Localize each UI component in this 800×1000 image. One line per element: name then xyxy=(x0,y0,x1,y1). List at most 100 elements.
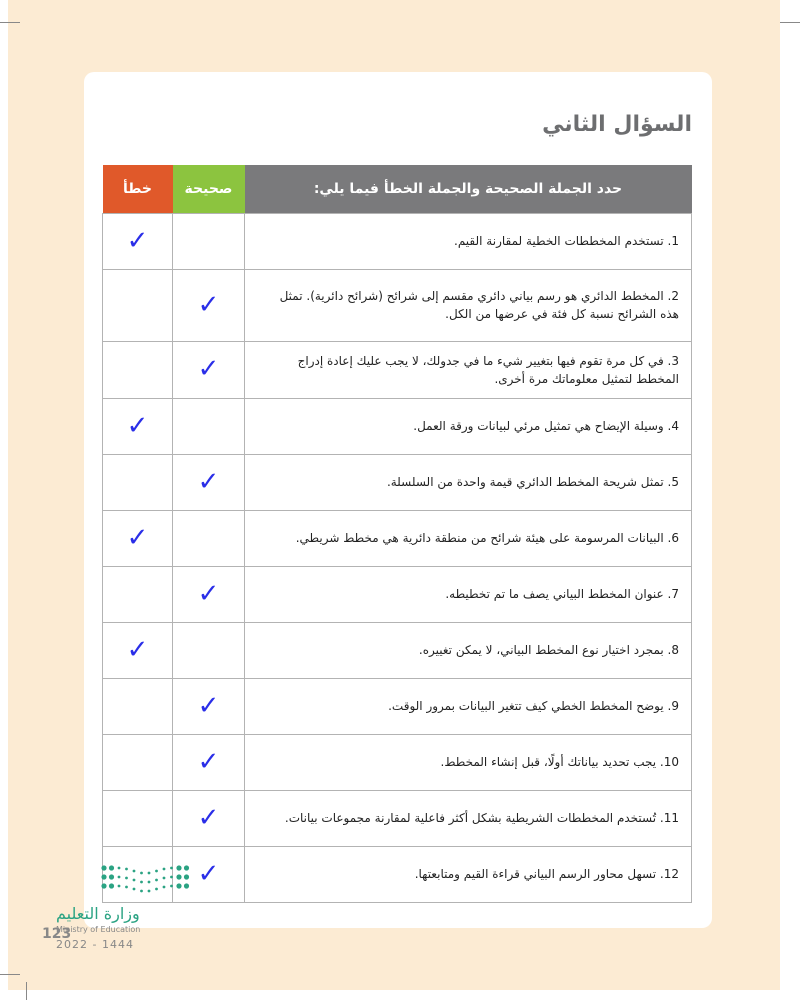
logo-dot xyxy=(132,878,136,882)
false-cell[interactable] xyxy=(102,677,173,735)
header-true: صحيحة xyxy=(172,165,245,213)
logo-dot xyxy=(176,874,182,880)
table-row: 9. يوضح المخطط الخطي كيف تتغير البيانات … xyxy=(102,677,692,735)
true-cell[interactable] xyxy=(172,397,245,455)
true-cell[interactable]: ✓ xyxy=(172,733,245,791)
true-cell[interactable]: ✓ xyxy=(172,268,245,342)
statement-text: 11. تُستخدم المخططات الشريطية بشكل أكثر … xyxy=(244,789,692,847)
checkmark-icon: ✓ xyxy=(197,746,220,777)
statement-text: 1. تستخدم المخططات الخطية لمقارنة القيم. xyxy=(244,212,692,270)
false-cell[interactable]: ✓ xyxy=(102,212,173,270)
logo-dot xyxy=(140,871,143,875)
logo-dot xyxy=(140,889,143,893)
statement-text: 9. يوضح المخطط الخطي كيف تتغير البيانات … xyxy=(244,677,692,735)
logo-dot xyxy=(108,874,115,880)
false-cell[interactable] xyxy=(102,845,173,903)
false-cell[interactable]: ✓ xyxy=(102,509,173,567)
table-row: 4. وسيلة الإيضاح هي تمثيل مرئي لبيانات و… xyxy=(102,397,692,455)
logo-dot xyxy=(155,887,158,891)
logo-dot xyxy=(101,874,107,880)
false-cell[interactable] xyxy=(102,733,173,791)
true-cell[interactable]: ✓ xyxy=(172,340,245,399)
logo-dot xyxy=(125,876,128,880)
logo-dot xyxy=(183,865,190,871)
table-row: 2. المخطط الدائري هو رسم بياني دائري مقس… xyxy=(102,268,692,342)
false-cell[interactable] xyxy=(102,340,173,399)
true-false-table: حدد الجملة الصحيحة والجملة الخطأ فيما يل… xyxy=(102,165,692,903)
table-row: 10. يجب تحديد بياناتك أولًا، قبل إنشاء ا… xyxy=(102,733,692,791)
logo-dot xyxy=(170,875,173,879)
logo-dot xyxy=(155,869,158,873)
checkmark-icon: ✓ xyxy=(197,289,220,320)
logo-dot xyxy=(162,867,166,871)
table-row: 3. في كل مرة تقوم فيها بتغيير شيء ما في … xyxy=(102,340,692,399)
crop-mark xyxy=(26,982,27,1000)
logo-dot xyxy=(125,885,128,889)
statement-text: 3. في كل مرة تقوم فيها بتغيير شيء ما في … xyxy=(244,340,692,399)
true-cell[interactable]: ✓ xyxy=(172,845,245,903)
checkmark-icon: ✓ xyxy=(126,410,149,441)
true-cell[interactable] xyxy=(172,212,245,270)
false-cell[interactable] xyxy=(102,268,173,342)
statement-text: 4. وسيلة الإيضاح هي تمثيل مرئي لبيانات و… xyxy=(244,397,692,455)
table-row: 8. بمجرد اختيار نوع المخطط البياني، لا ي… xyxy=(102,621,692,679)
statement-text: 12. تسهل محاور الرسم البياني قراءة القيم… xyxy=(244,845,692,903)
checkmark-icon: ✓ xyxy=(197,354,220,384)
statement-text: 7. عنوان المخطط البياني يصف ما تم تخطيطه… xyxy=(244,565,692,623)
logo-dot xyxy=(147,871,151,875)
true-cell[interactable]: ✓ xyxy=(172,789,245,847)
true-cell[interactable]: ✓ xyxy=(172,677,245,735)
table-row: 6. البيانات المرسومة على هيئة شرائح من م… xyxy=(102,509,692,567)
true-cell[interactable] xyxy=(172,621,245,679)
logo-dot xyxy=(147,880,151,884)
logo-dot xyxy=(147,889,151,893)
logo-dot xyxy=(101,865,107,871)
logo-dot xyxy=(101,883,107,889)
statement-text: 8. بمجرد اختيار نوع المخطط البياني، لا ي… xyxy=(244,621,692,679)
question-card: السؤال الثاني حدد الجملة الصحيحة والجملة… xyxy=(84,72,712,928)
table-row: 7. عنوان المخطط البياني يصف ما تم تخطيطه… xyxy=(102,565,692,623)
true-cell[interactable]: ✓ xyxy=(172,565,245,623)
false-cell[interactable] xyxy=(102,453,173,511)
table-row: 5. تمثل شريحة المخطط الدائري قيمة واحدة … xyxy=(102,453,692,511)
false-cell[interactable] xyxy=(102,565,173,623)
false-cell[interactable]: ✓ xyxy=(102,397,173,455)
crop-mark xyxy=(0,22,20,23)
logo-dot xyxy=(155,878,158,882)
logo-dot xyxy=(117,875,121,879)
checkmark-icon: ✓ xyxy=(126,225,149,256)
checkmark-icon: ✓ xyxy=(126,522,149,553)
logo-dot xyxy=(117,884,121,888)
edition-year: 2022 - 1444 xyxy=(56,938,134,951)
checkmark-icon: ✓ xyxy=(197,466,220,497)
false-cell[interactable] xyxy=(102,789,173,847)
false-cell[interactable]: ✓ xyxy=(102,621,173,679)
logo-dot xyxy=(125,867,128,871)
logo-dot xyxy=(183,874,190,880)
checkmark-icon: ✓ xyxy=(197,690,220,721)
crop-mark xyxy=(0,974,20,975)
logo-dot xyxy=(140,880,143,884)
logo-dot xyxy=(162,876,166,880)
logo-dot xyxy=(132,869,136,873)
ministry-name-english: Ministry of Education xyxy=(56,925,141,934)
table-row: 11. تُستخدم المخططات الشريطية بشكل أكثر … xyxy=(102,789,692,847)
logo-dot xyxy=(108,865,115,871)
statement-text: 2. المخطط الدائري هو رسم بياني دائري مقس… xyxy=(244,268,692,342)
logo-dot xyxy=(108,883,115,889)
checkmark-icon: ✓ xyxy=(126,634,149,665)
ministry-name-arabic: وزارة التعليم xyxy=(56,904,140,923)
logo-dot xyxy=(176,883,182,889)
page-number: 123 xyxy=(42,926,72,942)
true-cell[interactable]: ✓ xyxy=(172,453,245,511)
logo-dot xyxy=(132,887,136,891)
crop-mark xyxy=(780,22,800,23)
logo-dot xyxy=(162,885,166,889)
checkmark-icon: ✓ xyxy=(197,858,220,889)
logo-dot xyxy=(117,866,121,870)
true-cell[interactable] xyxy=(172,509,245,567)
checkmark-icon: ✓ xyxy=(197,802,220,833)
logo-dot xyxy=(170,866,173,870)
statement-text: 10. يجب تحديد بياناتك أولًا، قبل إنشاء ا… xyxy=(244,733,692,791)
statement-text: 6. البيانات المرسومة على هيئة شرائح من م… xyxy=(244,509,692,567)
